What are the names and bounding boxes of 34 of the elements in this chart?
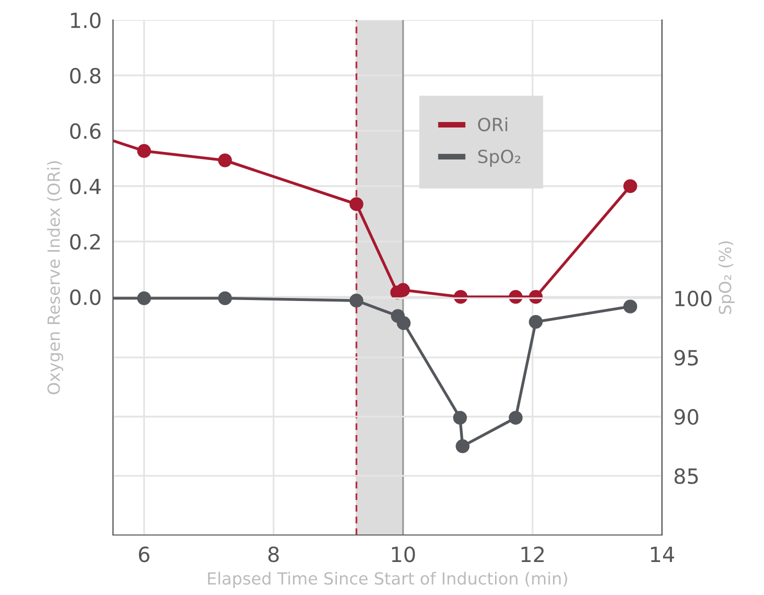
y-tick-label: 0.2 (70, 234, 100, 250)
legend-label: SpO₂ (478, 150, 520, 167)
x-axis-title: Elapsed Time Since Start of Induction (min) (208, 572, 568, 588)
x-tick-label: 12 (522, 546, 544, 562)
point (528, 314, 543, 329)
y-axis-title: Oxygen Reserve Index (ORi) (47, 161, 64, 394)
point (350, 197, 364, 212)
y2-tick-label: 85 (674, 468, 698, 484)
y2-tick-label: 100 (675, 290, 712, 306)
point (137, 144, 151, 158)
point (623, 300, 638, 314)
y-tick-label: 0.4 (70, 178, 101, 194)
legend-label: ORi (478, 117, 508, 132)
y2-tick-label: 90 (674, 409, 698, 425)
y-tick-label: 1.0 (71, 12, 101, 28)
point (396, 316, 411, 330)
point (396, 283, 410, 297)
y-tick-label: 0.8 (70, 68, 100, 84)
x-tick-label: 6 (138, 546, 150, 562)
point (453, 410, 467, 425)
x-tick-label: 14 (651, 546, 674, 562)
x-tick-label: 10 (392, 546, 415, 562)
y2-axis-title: SpO₂ (%) (718, 241, 735, 314)
y-tick-label: 0.6 (70, 123, 101, 139)
y-tick-label: 0.0 (70, 289, 101, 306)
point (350, 294, 364, 308)
point (137, 291, 151, 306)
point (623, 179, 638, 194)
point (508, 410, 523, 425)
x-tick-label: 8 (268, 546, 279, 562)
point (218, 291, 232, 306)
point (456, 439, 470, 454)
y2-tick-label: 95 (674, 350, 698, 366)
point (218, 153, 232, 168)
